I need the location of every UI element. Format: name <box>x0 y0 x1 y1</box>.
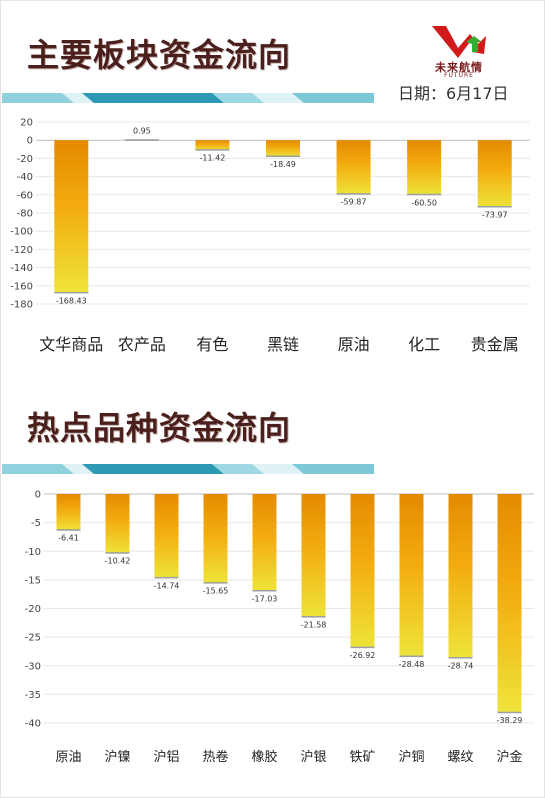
category-label: 螺纹 <box>447 750 473 765</box>
bar <box>154 494 179 579</box>
bar <box>350 494 375 649</box>
logo-subtext: FUTURE <box>444 72 474 79</box>
y-tick-label: -160 <box>10 281 33 292</box>
bar <box>448 494 473 659</box>
category-label: 沪铝 <box>153 749 179 765</box>
y-tick-label: -40 <box>25 719 41 730</box>
category-label: 沪金 <box>496 749 522 765</box>
bar <box>301 494 326 618</box>
category-label: 原油 <box>338 335 370 354</box>
bar-base <box>56 529 81 531</box>
data-label: -59.87 <box>341 198 367 207</box>
data-label: -38.29 <box>497 716 523 725</box>
data-label: -15.65 <box>203 587 229 596</box>
bar <box>399 494 424 658</box>
title-band-2 <box>2 464 374 474</box>
category-label: 贵金属 <box>471 335 519 354</box>
y-tick-label: -10 <box>25 547 41 558</box>
data-label: -17.03 <box>252 594 278 603</box>
y-tick-label: -80 <box>17 209 33 220</box>
data-label: -60.50 <box>411 198 437 207</box>
bar-base <box>399 655 424 658</box>
category-label: 农产品 <box>118 335 166 354</box>
y-tick-label: -120 <box>10 245 33 256</box>
category-label: 热卷 <box>202 749 228 765</box>
y-tick-label: -180 <box>10 300 33 311</box>
bar <box>54 140 89 294</box>
data-label: -28.74 <box>448 662 474 671</box>
sector-flow-chart: 20 0 -20 -40 -60 -80 -100 -120 -140 -160 -180 -168.… <box>10 118 530 354</box>
bar-base <box>54 291 89 294</box>
bar-base <box>477 206 512 208</box>
bar <box>266 140 300 158</box>
y-tick-label: -20 <box>25 604 41 615</box>
bar-base <box>407 193 442 196</box>
data-label: -11.42 <box>200 154 226 163</box>
y-tick-label: -20 <box>17 154 33 165</box>
data-label: -26.92 <box>350 651 376 660</box>
section-title-hot: 热点品种资金流向 <box>27 409 292 447</box>
data-label: -18.49 <box>270 160 296 169</box>
bar-base <box>124 139 159 141</box>
y-tick-label: -30 <box>25 661 41 672</box>
bar-base <box>203 582 228 584</box>
page-title: 主要板块资金流向 <box>27 36 292 74</box>
y-tick-label: -5 <box>31 518 41 529</box>
bar <box>407 140 442 196</box>
y-tick-label: -100 <box>10 227 33 238</box>
bar-base <box>497 711 522 714</box>
y-tick-label: -60 <box>17 190 33 201</box>
future-logo <box>432 26 486 58</box>
data-label: -10.42 <box>105 557 131 566</box>
title-band-1 <box>2 93 374 103</box>
bar-base <box>448 657 473 659</box>
bar <box>252 494 277 592</box>
category-label: 橡胶 <box>251 749 277 765</box>
date-label: 日期：6月17日 <box>398 84 509 103</box>
bar <box>195 140 230 151</box>
category-label: 沪铜 <box>398 749 424 765</box>
y-tick-label: 20 <box>20 118 33 129</box>
category-label: 铁矿 <box>349 750 375 765</box>
logo-text: 未来航情 <box>435 61 483 74</box>
bar-base <box>266 155 300 158</box>
bar <box>477 140 512 208</box>
y-tick-label: -15 <box>25 575 41 586</box>
hot-commodity-flow-chart: 0 -5 -10 -15 -20 -25 -30 -35 -40 -6.41 原油 -10.42 沪镍 -… <box>25 490 534 765</box>
y-tick-label: -140 <box>10 263 33 274</box>
data-label: -28.48 <box>399 660 425 669</box>
category-label: 原油 <box>55 750 81 765</box>
y-tick-label: -35 <box>25 690 41 701</box>
bar-base <box>154 576 179 579</box>
bar <box>497 494 522 714</box>
bar-base <box>301 616 326 618</box>
data-label: -21.58 <box>301 621 327 630</box>
data-label: -14.74 <box>154 581 180 590</box>
bar-base <box>350 646 375 649</box>
bar-base <box>105 552 130 554</box>
data-label: -6.41 <box>58 534 79 543</box>
data-label: -168.43 <box>56 296 87 305</box>
bar <box>203 494 228 584</box>
bar-base <box>195 149 230 151</box>
category-label: 黑链 <box>267 335 299 354</box>
data-label: -73.97 <box>482 211 508 220</box>
category-label: 沪银 <box>300 749 326 765</box>
data-label: 0.95 <box>133 126 151 135</box>
bar <box>105 494 130 554</box>
category-label: 有色 <box>196 335 228 354</box>
y-tick-label: 0 <box>35 490 41 501</box>
category-label: 文华商品 <box>39 335 103 354</box>
y-tick-label: -40 <box>17 172 33 183</box>
category-label: 化工 <box>408 335 440 354</box>
y-tick-label: -25 <box>25 633 41 644</box>
bar <box>56 494 81 531</box>
category-label: 沪镍 <box>104 749 130 765</box>
y-tick-label: 0 <box>27 136 33 147</box>
bar-base <box>336 193 371 195</box>
bar-base <box>252 589 277 592</box>
bar <box>336 140 371 195</box>
